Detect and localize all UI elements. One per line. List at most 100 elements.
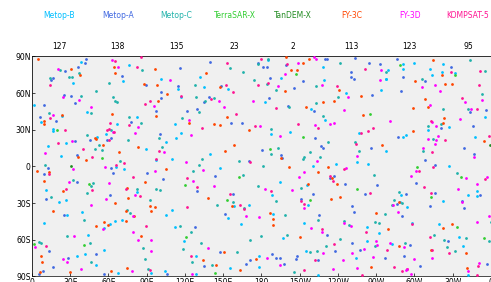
Point — [421, 158, 429, 162]
Point — [263, 65, 271, 70]
Point — [382, 70, 390, 74]
Point — [363, 225, 371, 229]
Point — [323, 233, 331, 237]
Point — [330, 98, 338, 103]
Point — [296, 234, 303, 239]
Point — [453, 170, 461, 175]
Point — [309, 164, 317, 168]
Point — [179, 247, 187, 251]
Point — [65, 75, 73, 79]
Point — [371, 219, 379, 224]
Point — [279, 236, 287, 240]
Text: Metop-A: Metop-A — [102, 11, 134, 20]
Point — [71, 100, 79, 105]
Point — [325, 140, 332, 144]
Point — [134, 124, 142, 129]
Point — [153, 83, 161, 87]
Point — [276, 155, 284, 160]
Point — [67, 67, 75, 71]
Point — [283, 233, 291, 237]
Point — [399, 67, 407, 72]
Point — [334, 95, 342, 100]
Point — [61, 127, 69, 132]
Point — [70, 233, 78, 238]
Point — [307, 226, 315, 230]
Point — [76, 72, 83, 77]
Point — [288, 188, 296, 192]
Point — [87, 111, 95, 116]
Point — [126, 62, 134, 67]
Point — [317, 144, 325, 148]
Point — [101, 164, 109, 169]
Point — [235, 159, 243, 163]
Point — [372, 239, 380, 244]
Point — [327, 174, 334, 179]
Point — [246, 159, 253, 164]
Point — [255, 254, 263, 258]
Point — [116, 159, 124, 164]
Point — [303, 182, 311, 187]
Point — [73, 180, 81, 184]
Point — [33, 169, 41, 173]
Point — [199, 168, 207, 173]
Point — [254, 184, 262, 188]
Point — [202, 71, 210, 75]
Point — [445, 251, 453, 255]
Text: 95: 95 — [463, 42, 473, 51]
Point — [388, 242, 396, 247]
Point — [174, 87, 182, 91]
Point — [87, 105, 95, 109]
Point — [59, 94, 67, 99]
Point — [292, 257, 300, 261]
Point — [483, 108, 491, 113]
Point — [313, 249, 321, 253]
Point — [156, 188, 164, 192]
Point — [47, 78, 55, 83]
Point — [356, 94, 364, 98]
Point — [372, 211, 380, 215]
Point — [426, 67, 434, 71]
Point — [458, 199, 465, 204]
Point — [130, 214, 138, 219]
Point — [105, 127, 112, 132]
Point — [458, 95, 466, 100]
Point — [300, 221, 308, 225]
Point — [87, 184, 95, 188]
Point — [438, 73, 446, 77]
Point — [426, 103, 434, 107]
Point — [428, 149, 436, 154]
Point — [418, 77, 426, 81]
Point — [451, 248, 459, 253]
Point — [370, 173, 378, 177]
Point — [147, 209, 155, 213]
Point — [153, 158, 161, 162]
Point — [89, 180, 97, 185]
Point — [285, 165, 293, 169]
Point — [178, 116, 186, 120]
Point — [473, 106, 481, 111]
Point — [358, 273, 366, 277]
Point — [481, 177, 489, 181]
Point — [401, 241, 409, 245]
Point — [111, 162, 119, 167]
Point — [265, 95, 273, 100]
Point — [424, 136, 432, 141]
Point — [227, 121, 235, 125]
Point — [63, 212, 71, 217]
Point — [464, 266, 471, 270]
Point — [439, 225, 447, 230]
Point — [441, 82, 449, 87]
Point — [382, 149, 390, 154]
Point — [102, 132, 110, 137]
Point — [200, 264, 208, 269]
Point — [302, 249, 310, 254]
Point — [276, 134, 284, 139]
Point — [361, 66, 369, 71]
Point — [103, 138, 110, 142]
Point — [188, 272, 195, 276]
Point — [193, 185, 201, 190]
Point — [407, 272, 415, 276]
Point — [397, 63, 405, 67]
Point — [204, 196, 212, 201]
Point — [254, 62, 262, 66]
